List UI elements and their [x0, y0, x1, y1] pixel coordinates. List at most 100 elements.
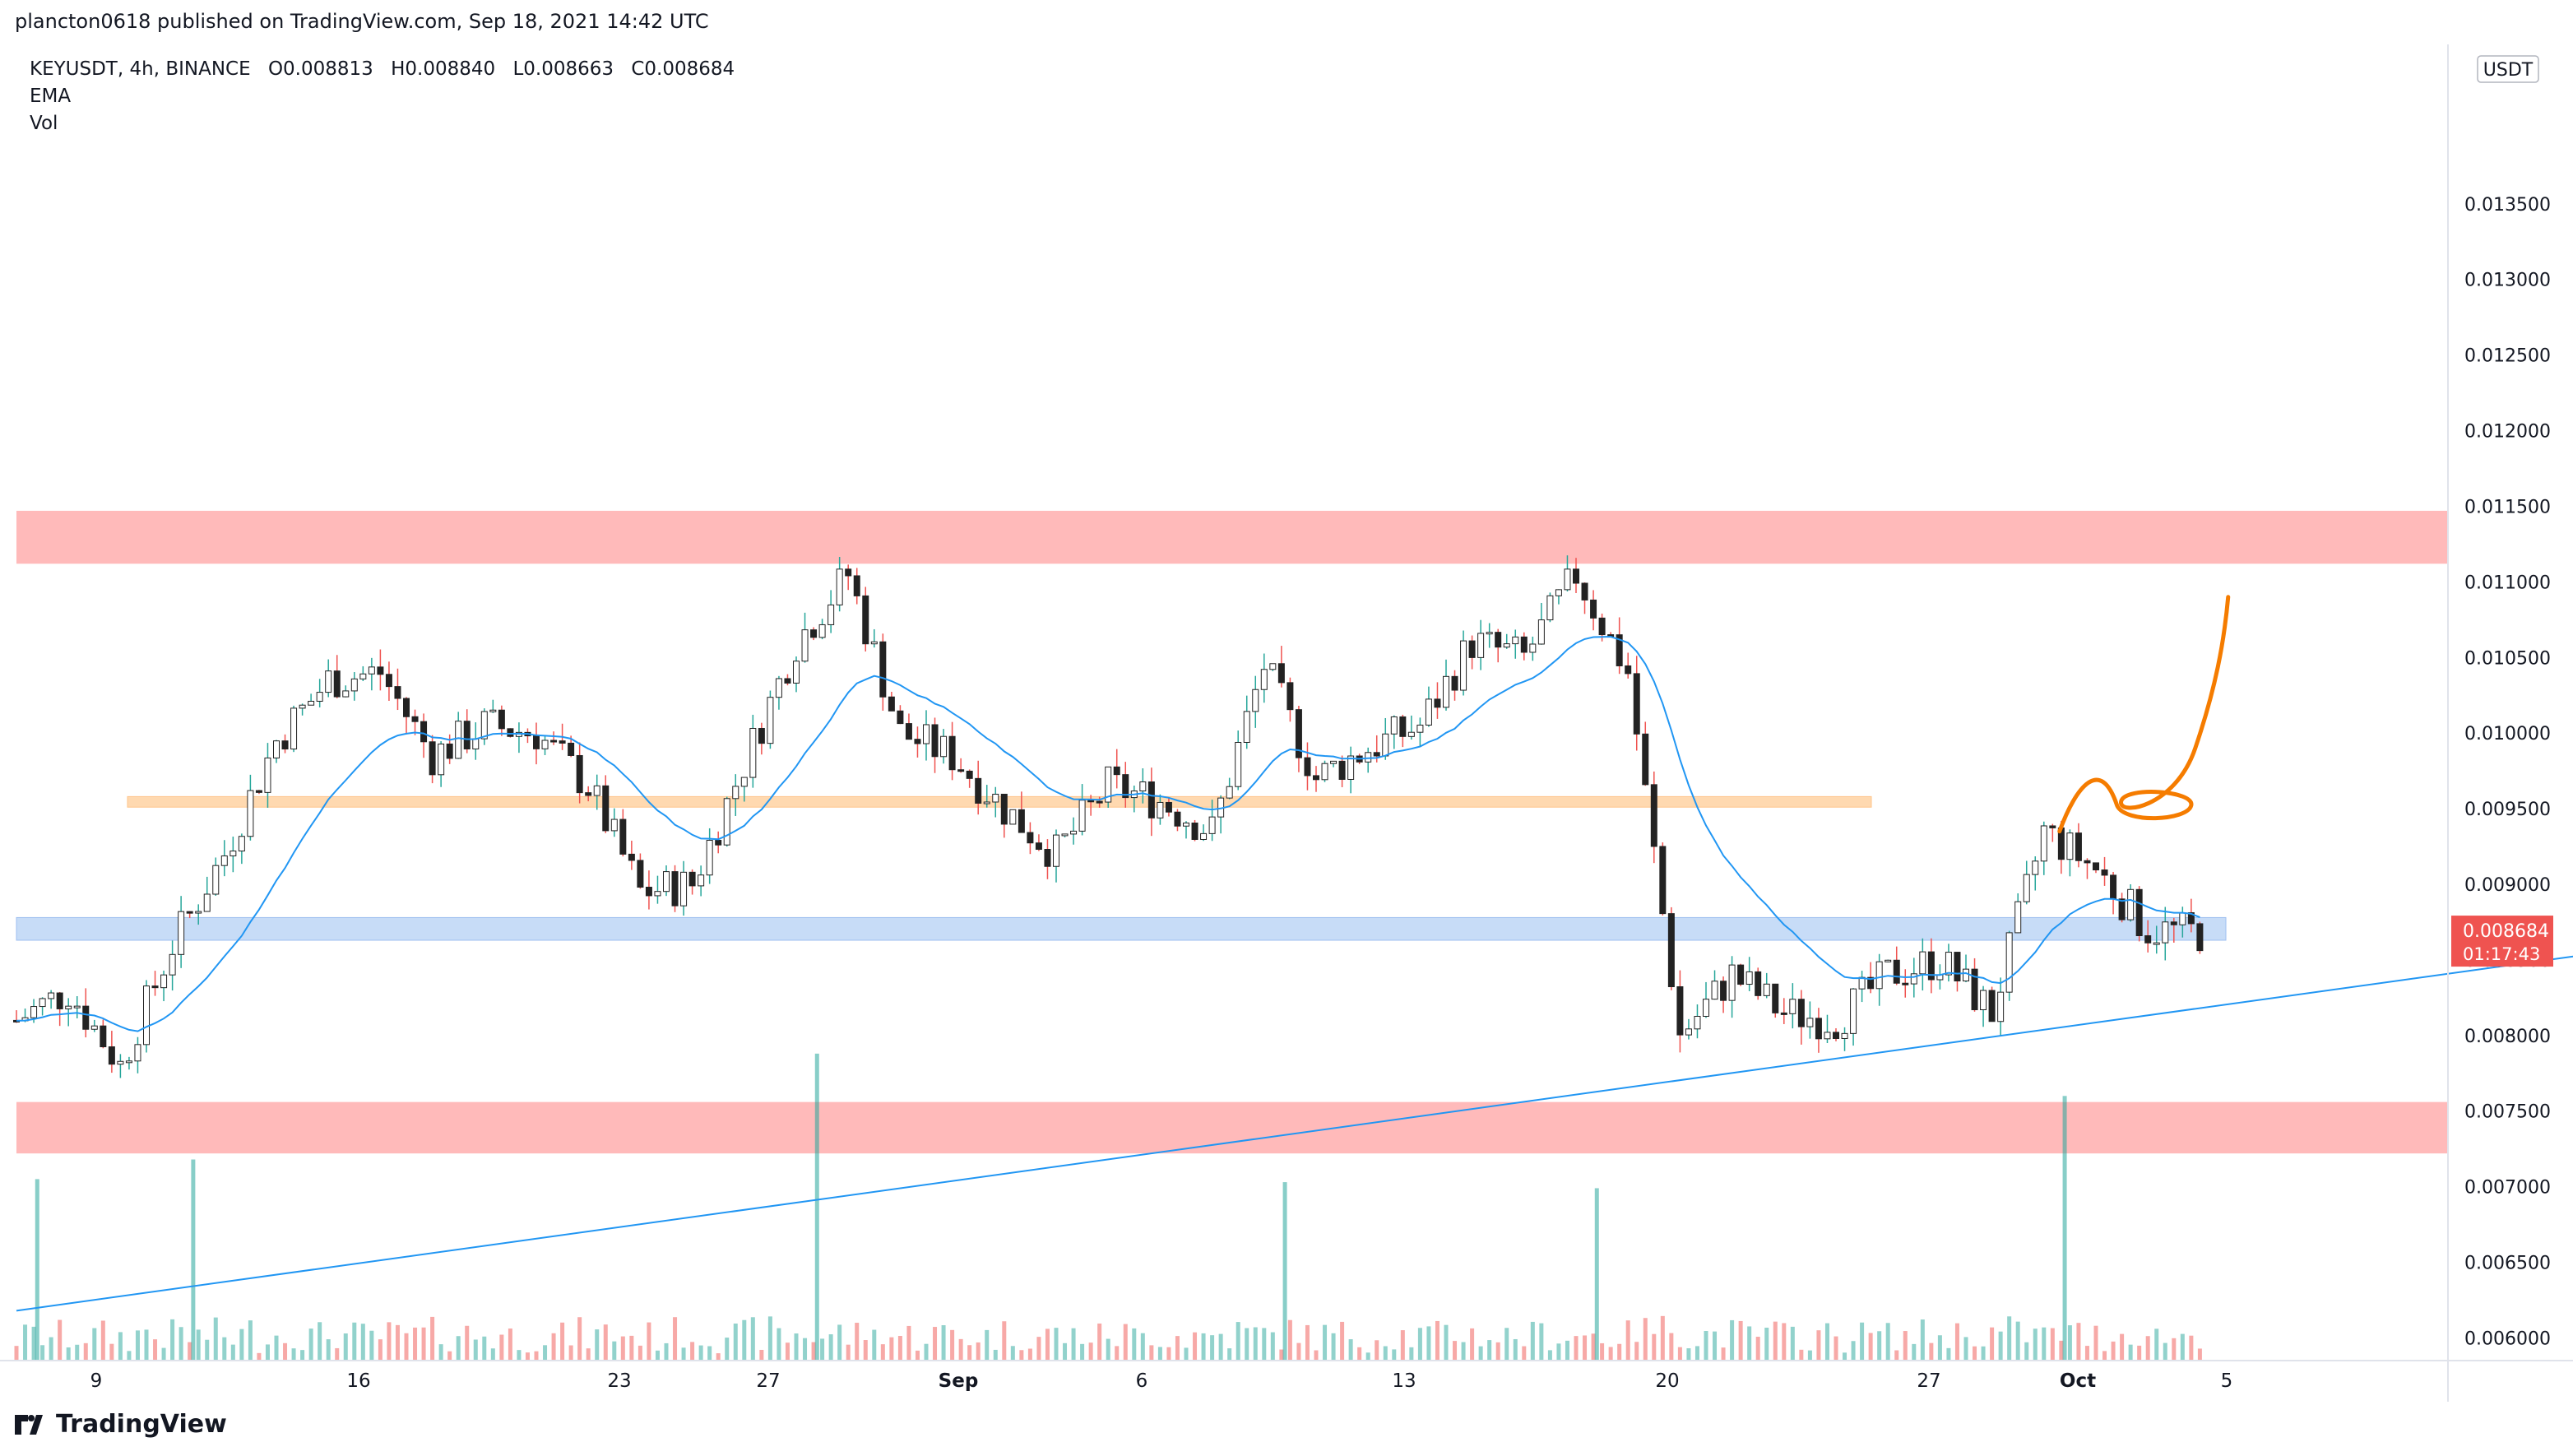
price-tick-label: 0.009000: [2464, 875, 2551, 896]
price-tick-label: 0.011500: [2464, 497, 2551, 517]
time-tick-label: 6: [1136, 1370, 1148, 1392]
volume-bar: [230, 1344, 235, 1361]
candle-body: [663, 871, 670, 893]
price-tick-label: 0.013000: [2464, 271, 2551, 291]
currency-badge-label: USDT: [2483, 60, 2534, 81]
candle-body: [1226, 786, 1233, 799]
candle-body: [1667, 913, 1675, 988]
candle-body: [342, 690, 350, 698]
candle-body: [1035, 842, 1042, 851]
zone-resistance[interactable]: [16, 510, 2448, 564]
volume-bar: [2120, 1333, 2125, 1361]
candle-body: [688, 871, 696, 887]
volume-bar: [985, 1329, 990, 1361]
candle-body: [1520, 636, 1528, 653]
candle-body: [39, 998, 46, 1008]
orange-annotation[interactable]: [2057, 595, 2231, 834]
candle-body: [65, 1005, 72, 1009]
candle-body: [1650, 784, 1657, 847]
legend-ema[interactable]: EMA: [30, 86, 72, 107]
candle-body: [1980, 990, 1987, 1011]
volume-bar: [144, 1329, 149, 1361]
volume-bar: [1920, 1319, 1925, 1361]
volume-bar: [274, 1335, 279, 1361]
volume-bar: [1036, 1337, 1041, 1361]
volume-bar: [1193, 1332, 1198, 1361]
volume-bar: [1010, 1346, 1015, 1361]
zone-support[interactable]: [16, 916, 2227, 941]
volume-bar: [1591, 1333, 1596, 1361]
volume-bar: [1530, 1321, 1535, 1361]
volume-bar: [421, 1327, 426, 1361]
volume-bar: [924, 1343, 929, 1361]
candle-body: [1053, 834, 1059, 867]
candle-body: [1728, 964, 1736, 1001]
volume-bar: [2128, 1344, 2133, 1361]
legend-vol[interactable]: Vol: [30, 113, 58, 134]
volume-bar: [1305, 1324, 1310, 1361]
volume-bar: [2015, 1321, 2020, 1361]
volume-bar: [1824, 1323, 1829, 1361]
candle-body: [637, 860, 644, 888]
volume-bar: [586, 1348, 591, 1361]
volume-bar: [1790, 1326, 1795, 1361]
candle-body: [333, 670, 341, 698]
candle-body: [888, 696, 895, 712]
candle-body: [2005, 932, 2013, 993]
volume-bar: [1166, 1347, 1171, 1361]
candle-body: [2196, 923, 2204, 952]
volume-bar: [1218, 1333, 1223, 1361]
candle-body: [212, 865, 220, 895]
volume-bar: [993, 1349, 998, 1361]
candle-body: [273, 740, 280, 758]
candle-body: [2084, 860, 2091, 864]
volume-bar: [265, 1344, 270, 1361]
price-chart[interactable]: 0.013500 0.013000 0.012500 0.012000 0.011500…: [0, 44, 2573, 1402]
volume-bar: [1954, 1323, 1959, 1361]
candle-body: [1529, 643, 1537, 653]
volume-bar: [1236, 1322, 1240, 1361]
candle-body: [2032, 860, 2039, 875]
candle-body: [1330, 760, 1337, 764]
volume-bar: [803, 1338, 808, 1361]
candle-body: [784, 678, 791, 684]
trendline[interactable]: [16, 928, 2573, 1312]
volume-bar: [560, 1322, 565, 1361]
volume-bar: [612, 1341, 617, 1361]
axes: 0.013500 0.013000 0.012500 0.012000 0.011500…: [0, 44, 2573, 1402]
candle-body: [1191, 823, 1198, 840]
candle-body: [429, 741, 436, 776]
candle-body: [1183, 823, 1189, 827]
candle-body: [1737, 964, 1745, 985]
volume-bar: [828, 1334, 833, 1361]
volume-bar: [1834, 1336, 1838, 1361]
volume-bar: [1981, 1346, 1986, 1361]
volume-bar: [2059, 1340, 2064, 1361]
legend-ohlc: KEYUSDT, 4h, BINANCE O0.008813 H0.008840…: [30, 56, 746, 83]
volume-bar: [14, 1346, 19, 1361]
volume-bar: [777, 1328, 781, 1361]
volume-bar: [1851, 1341, 1856, 1361]
volume-bar: [499, 1334, 504, 1361]
volume-bar: [603, 1324, 608, 1361]
candle-body: [1304, 757, 1311, 777]
currency-badge[interactable]: [2477, 55, 2539, 83]
candle-body: [1755, 971, 1762, 996]
candle-body: [2170, 921, 2177, 925]
candle-body: [90, 1025, 98, 1030]
volume-bar: [1773, 1321, 1778, 1361]
volume-bar: [1565, 1340, 1569, 1361]
chart-frame[interactable]: 0.013500 0.013000 0.012500 0.012000 0.011500…: [0, 44, 2573, 1402]
price-tick-label: 0.006500: [2464, 1254, 2551, 1274]
zone-lower[interactable]: [16, 1101, 2448, 1154]
candle-body: [940, 735, 948, 758]
candle-body: [1235, 741, 1242, 787]
volume-bar: [1348, 1339, 1353, 1361]
candle-body: [541, 740, 549, 749]
price-tick-label: 0.007500: [2464, 1102, 2551, 1123]
volume-bar: [725, 1338, 730, 1361]
candle-body: [1365, 752, 1372, 763]
volume-bar: [1652, 1333, 1657, 1361]
volume-bar: [906, 1325, 911, 1361]
zone-mid[interactable]: [127, 795, 1872, 808]
